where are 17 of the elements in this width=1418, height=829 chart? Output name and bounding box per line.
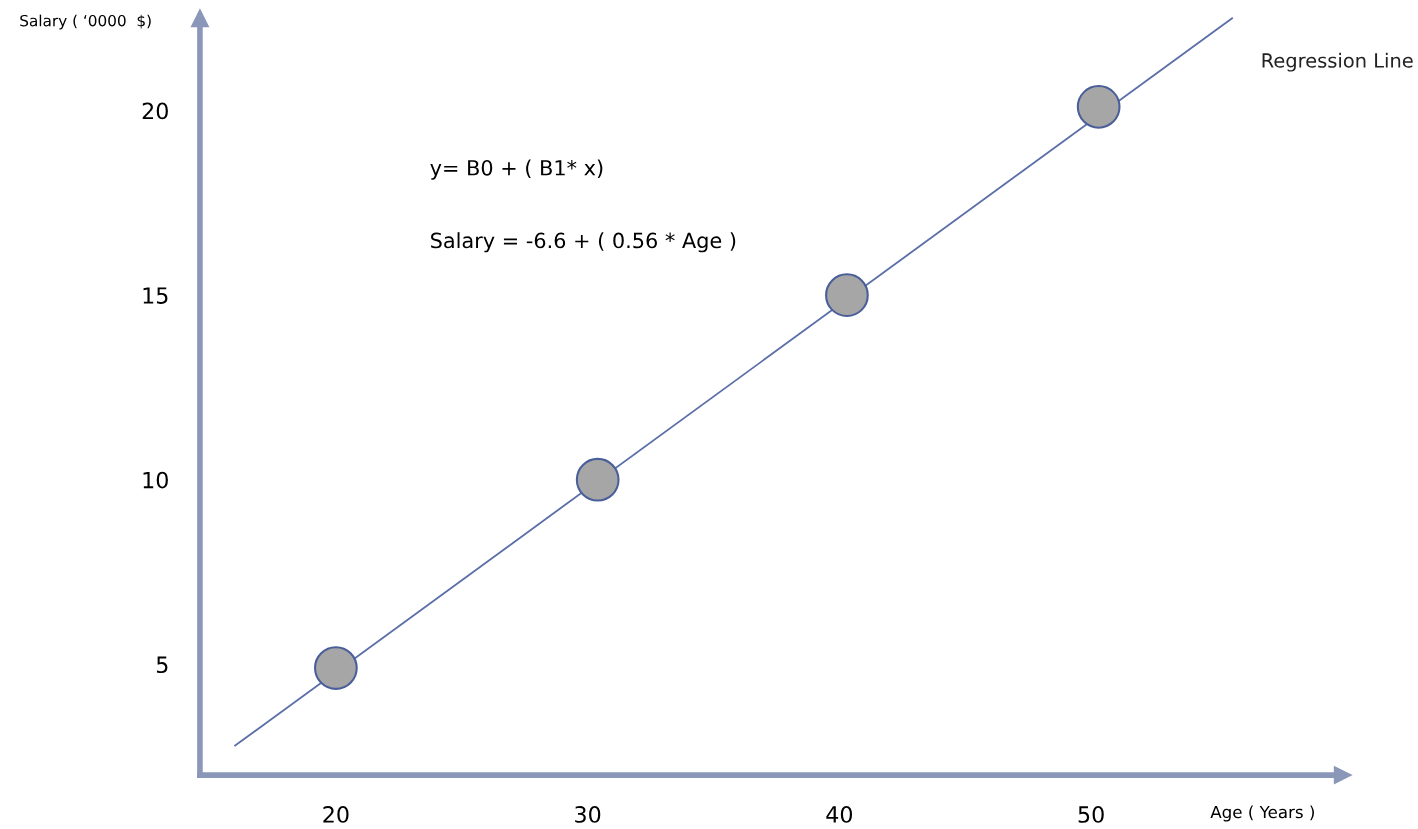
point — [314, 646, 358, 690]
point — [1076, 84, 1121, 129]
y-axis-title: Salary ( ‘0000 $) — [20, 14, 151, 30]
x-tick-label: 30 — [575, 806, 601, 823]
y-tick-label: 10 — [143, 471, 168, 489]
text: Regression Line — [1262, 52, 1413, 72]
x-axis-title: Age ( Years ) — [1210, 805, 1314, 822]
y-tick-label: 15 — [143, 287, 168, 304]
point — [825, 273, 869, 318]
x-tick-label: 40 — [826, 806, 853, 823]
annotation: Salary = -6.6 + ( 0.56 * Age ) — [431, 232, 736, 253]
y-tick-label: 5 — [156, 656, 168, 674]
x-tick-label: 20 — [323, 806, 349, 823]
point — [575, 457, 620, 502]
y-tick-label: 20 — [142, 102, 168, 120]
x-tick-label: 50 — [1078, 806, 1104, 823]
annotation: y= B0 + ( B1* x) — [430, 159, 603, 180]
